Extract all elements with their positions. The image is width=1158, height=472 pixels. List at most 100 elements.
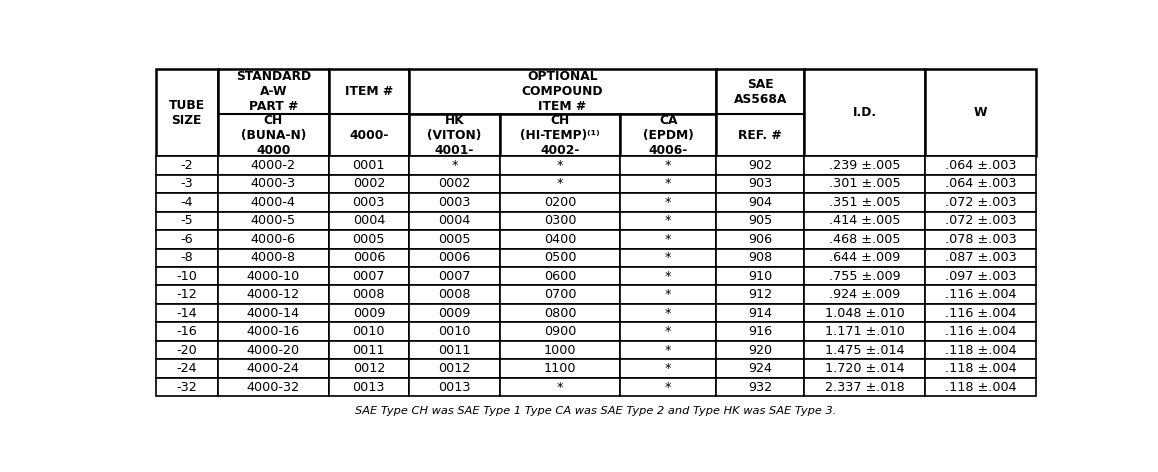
Bar — [409, 249, 499, 267]
Text: 0006: 0006 — [353, 251, 384, 264]
Text: 1.475 ±.014: 1.475 ±.014 — [824, 344, 904, 357]
Bar — [716, 230, 805, 249]
Text: *: * — [665, 325, 672, 338]
Bar — [218, 304, 329, 322]
Bar — [329, 360, 409, 378]
Bar — [329, 211, 409, 230]
Bar — [155, 230, 218, 249]
Text: 0012: 0012 — [438, 362, 470, 375]
Text: 910: 910 — [748, 270, 772, 283]
Bar — [499, 249, 621, 267]
Bar — [218, 249, 329, 267]
Bar — [218, 322, 329, 341]
Text: 0003: 0003 — [352, 196, 386, 209]
Text: STANDARD
A-W
PART #: STANDARD A-W PART # — [236, 70, 310, 113]
Bar — [218, 193, 329, 211]
Bar — [716, 304, 805, 322]
Text: 0400: 0400 — [544, 233, 577, 246]
Bar — [925, 378, 1036, 396]
Bar — [499, 175, 621, 193]
Bar — [218, 360, 329, 378]
Text: 4000-4: 4000-4 — [251, 196, 295, 209]
Text: 920: 920 — [748, 344, 772, 357]
Text: .064 ±.003: .064 ±.003 — [945, 177, 1017, 190]
Bar — [716, 193, 805, 211]
Text: 0900: 0900 — [544, 325, 577, 338]
Text: 4000-32: 4000-32 — [247, 381, 300, 394]
Text: *: * — [665, 251, 672, 264]
Bar — [218, 211, 329, 230]
Bar — [805, 304, 925, 322]
Bar — [155, 175, 218, 193]
Text: 4000-5: 4000-5 — [250, 214, 295, 228]
Text: 924: 924 — [748, 362, 772, 375]
Bar — [925, 156, 1036, 175]
Text: -32: -32 — [176, 381, 197, 394]
Text: 0006: 0006 — [438, 251, 470, 264]
Text: *: * — [557, 381, 563, 394]
Bar — [409, 267, 499, 286]
Bar — [329, 249, 409, 267]
Bar — [621, 286, 716, 304]
Bar — [621, 341, 716, 360]
Bar — [925, 341, 1036, 360]
Bar — [716, 286, 805, 304]
Bar — [805, 322, 925, 341]
Bar — [409, 175, 499, 193]
Bar — [409, 286, 499, 304]
Text: .924 ±.009: .924 ±.009 — [829, 288, 901, 301]
Text: 0008: 0008 — [352, 288, 386, 301]
Text: 4000-: 4000- — [350, 129, 389, 142]
Text: 0013: 0013 — [352, 381, 386, 394]
Text: .351 ±.005: .351 ±.005 — [829, 196, 901, 209]
Text: .072 ±.003: .072 ±.003 — [945, 214, 1017, 228]
Bar — [716, 249, 805, 267]
Text: 904: 904 — [748, 196, 772, 209]
Bar — [409, 304, 499, 322]
Bar — [499, 230, 621, 249]
Bar — [218, 230, 329, 249]
Text: REF. #: REF. # — [739, 129, 782, 142]
Bar — [925, 175, 1036, 193]
Text: -24: -24 — [176, 362, 197, 375]
Bar — [805, 267, 925, 286]
Bar — [805, 230, 925, 249]
Bar — [499, 378, 621, 396]
Text: .064 ±.003: .064 ±.003 — [945, 159, 1017, 172]
Text: 0005: 0005 — [438, 233, 470, 246]
Text: 0012: 0012 — [353, 362, 384, 375]
Text: *: * — [665, 233, 672, 246]
Bar — [409, 156, 499, 175]
Text: 1000: 1000 — [544, 344, 577, 357]
Bar — [409, 230, 499, 249]
Bar — [499, 156, 621, 175]
Text: 906: 906 — [748, 233, 772, 246]
Bar — [716, 69, 805, 156]
Bar — [925, 69, 1036, 156]
Text: 4000-10: 4000-10 — [247, 270, 300, 283]
Text: *: * — [665, 362, 672, 375]
Bar — [329, 304, 409, 322]
Text: TUBE
SIZE: TUBE SIZE — [169, 99, 205, 126]
Text: .072 ±.003: .072 ±.003 — [945, 196, 1017, 209]
Text: I.D.: I.D. — [852, 106, 877, 119]
Bar — [621, 156, 716, 175]
Text: -8: -8 — [181, 251, 193, 264]
Bar — [409, 322, 499, 341]
Bar — [716, 341, 805, 360]
Bar — [329, 175, 409, 193]
Bar — [155, 378, 218, 396]
Text: 0007: 0007 — [352, 270, 386, 283]
Bar — [499, 341, 621, 360]
Text: -4: -4 — [181, 196, 193, 209]
Text: 4000-16: 4000-16 — [247, 325, 300, 338]
Text: *: * — [665, 288, 672, 301]
Text: -6: -6 — [181, 233, 193, 246]
Text: 0003: 0003 — [438, 196, 470, 209]
Bar — [805, 378, 925, 396]
Bar — [621, 322, 716, 341]
Bar — [716, 267, 805, 286]
Bar — [805, 193, 925, 211]
Text: CA
(EPDM)
4006-: CA (EPDM) 4006- — [643, 114, 694, 157]
Text: 4000-12: 4000-12 — [247, 288, 300, 301]
